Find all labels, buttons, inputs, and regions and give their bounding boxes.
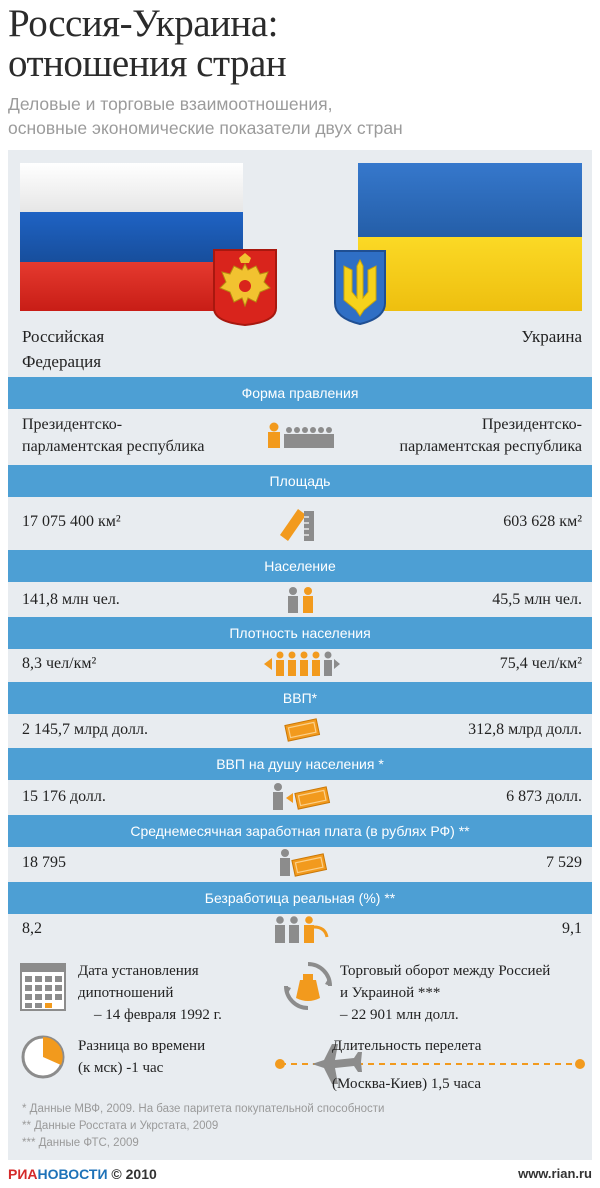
crowd-icon [264,651,340,676]
header-government-form: Форма правления [8,377,592,409]
flight-route-icon [275,1044,585,1084]
ruler-icon [280,509,314,541]
calendar-icon [20,963,66,1011]
country-russia-line-1: Российская [22,327,105,346]
header-area: Площадь [8,465,592,497]
time-line-1: Разница во времени [78,1038,206,1054]
country-name-ukraine: Украина [521,327,582,346]
value-russia-population: 141,8 млн чел. [22,591,120,608]
value-ukraine-population: 45,5 млн чел. [492,591,582,608]
header-gdp-per-capita: ВВП на душу населения * [8,748,592,780]
value-ukraine-government-line-2: парламентская республика [399,438,582,455]
footnote-1: * Данные МВФ, 2009. На базе паритета пок… [22,1103,385,1115]
footnote-3: *** Данные ФТС, 2009 [22,1137,139,1149]
subtitle-line-2: основные экономические показатели двух с… [8,118,403,138]
ukraine-flag [358,163,582,311]
value-russia-gdp-per-capita: 15 176 долл. [22,788,106,805]
value-russia-density: 8,3 чел/км² [22,655,97,672]
country-name-russia: Российская Федерация [22,324,104,374]
person-money-icon [273,783,331,810]
trade-line-2: и Украиной *** [340,985,441,1001]
flight-line-1: Длительность перелета [332,1038,482,1054]
diplomacy-line-1: Дата установления [78,963,199,979]
logo-novosti: НОВОСТИ [37,1166,108,1182]
trade-turnover-icon [284,962,332,1010]
ukraine-trident-icon [334,250,386,326]
value-ukraine-density: 75,4 чел/км² [499,655,582,672]
value-russia-area: 17 075 400 км² [22,513,121,530]
value-russia-government-line-1: Президентско- [22,416,123,433]
copyright: © 2010 [107,1166,157,1182]
salary-icon [280,849,327,877]
value-ukraine-government-line-1: Президентско- [481,416,582,433]
value-russia-unemployment: 8,2 [22,920,42,937]
clock-icon [21,1035,65,1079]
trade-info: Торговый оборот между Россией и Украиной… [340,960,550,1026]
header-population: Население [8,550,592,582]
value-russia-salary: 18 795 [22,854,66,871]
diplomacy-info: Дата установления дипотношений – 14 февр… [78,960,222,1026]
header-average-salary: Среднемесячная заработная плата (в рубля… [8,815,592,847]
page-title: Россия-Украина: отношения стран [8,4,598,84]
russia-flag [20,163,243,311]
people-icon [288,587,313,613]
value-russia-gdp: 2 145,7 млрд долл. [22,721,148,738]
header-unemployment: Безработица реальная (%) ** [8,882,592,914]
site-url[interactable]: www.rian.ru [518,1166,592,1181]
diplomacy-line-2: дипотношений [78,985,174,1001]
title-line-2: отношения стран [8,42,287,85]
title-line-1: Россия-Украина: [8,2,278,45]
ria-novosti-logo: РИАНОВОСТИ © 2010 [8,1164,157,1184]
flight-info-duration: (Москва-Киев) 1,5 часа [332,1076,482,1092]
country-russia-line-2: Федерация [22,352,102,371]
parliament-icon [268,422,334,448]
footnote-2: ** Данные Росстата и Укрстата, 2009 [22,1120,219,1132]
value-ukraine-area: 603 628 км² [503,513,582,530]
value-ukraine-government: Президентско- парламентская республика [400,414,582,458]
value-russia-government-line-2: парламентская республика [22,438,205,455]
subtitle-line-1: Деловые и торговые взаимоотношения, [8,94,333,114]
value-ukraine-gdp: 312,8 млрд долл. [468,721,582,738]
value-ukraine-salary: 7 529 [546,854,582,871]
logo-ria: РИА [8,1166,38,1182]
russia-coat-of-arms-icon [213,249,277,326]
value-ukraine-unemployment: 9,1 [562,920,582,937]
value-russia-government: Президентско- парламентская республика [22,414,204,458]
value-ukraine-gdp-per-capita: 6 873 долл. [506,788,582,805]
flight-info: Длительность перелета [332,1035,481,1057]
time-difference-info: Разница во времени (к мск) -1 час [78,1035,205,1079]
trade-line-1: Торговый оборот между Россией [340,963,551,979]
header-gdp: ВВП* [8,682,592,714]
header-population-density: Плотность населения [8,617,592,649]
money-icon [284,718,321,742]
diplomacy-line-3: – 14 февраля 1992 г. [94,1007,222,1023]
time-line-2: (к мск) -1 час [78,1060,164,1076]
trade-line-3: – 22 901 млн долл. [340,1007,459,1023]
page-subtitle: Деловые и торговые взаимоотношения, осно… [8,92,598,140]
unemployment-icon [275,916,329,943]
